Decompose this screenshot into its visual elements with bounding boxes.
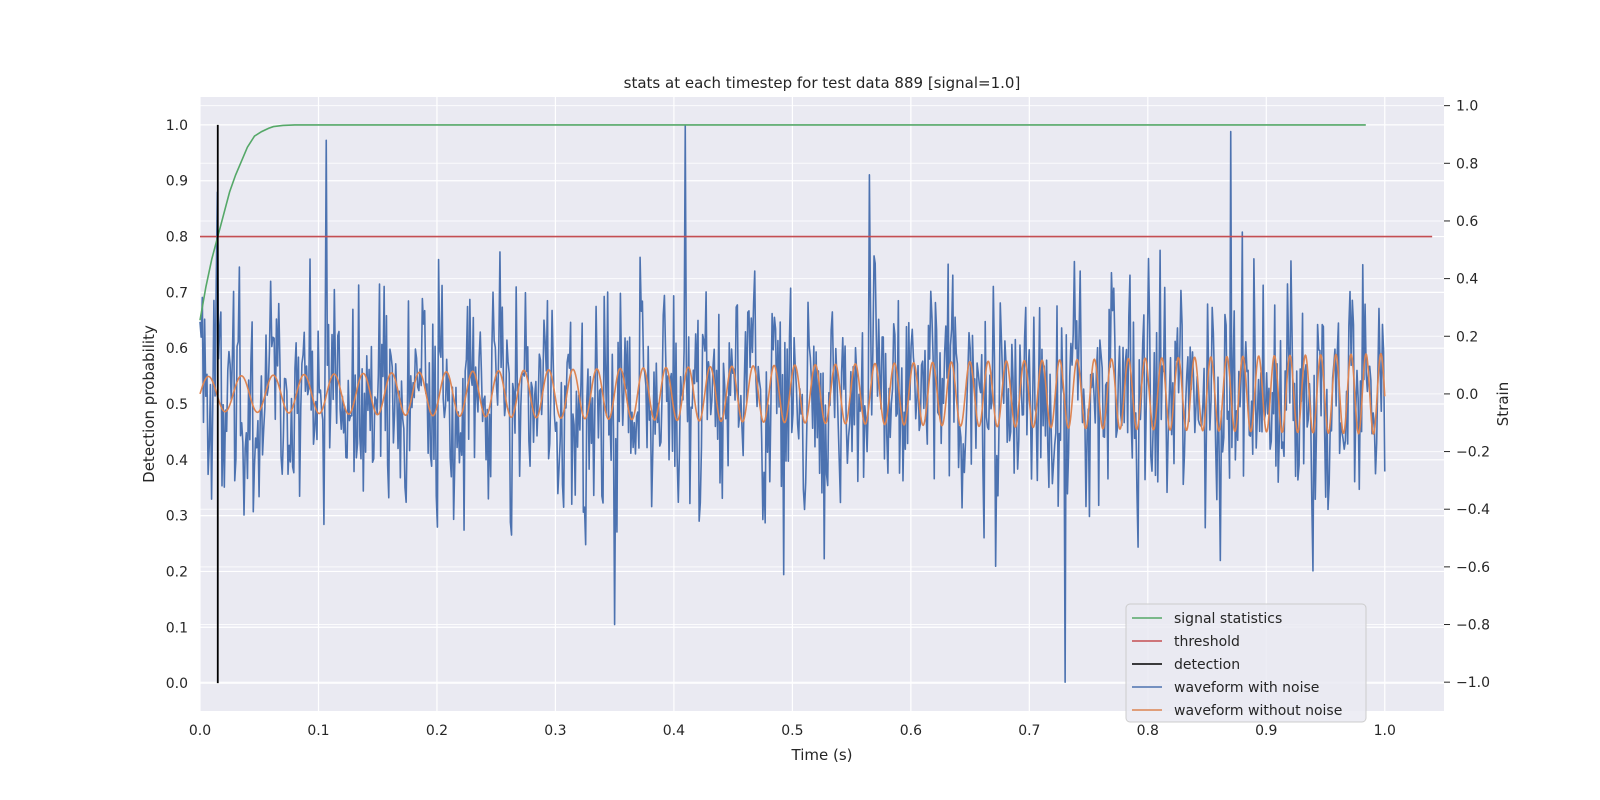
legend-label-detection: detection <box>1174 657 1240 673</box>
legend-label-signal-statistics: signal statistics <box>1174 611 1282 627</box>
y-tick-label: 0.4 <box>166 453 188 469</box>
series-waveform-without-noise <box>199 352 1386 435</box>
y2-tick-label: 0.4 <box>1456 272 1478 288</box>
x-tick-label: 0.4 <box>663 723 685 739</box>
x-axis-title: Time (s) <box>791 746 853 764</box>
y2-tick-label: −0.8 <box>1456 618 1490 634</box>
y-axis-ticks: 0.0 0.1 0.2 0.3 0.4 0.5 0.6 0.7 0.8 0.9 1.0 <box>166 118 188 692</box>
y-tick-label: 0.6 <box>166 341 188 357</box>
y2-axis-ticks: −1.0 −0.8 −0.6 −0.4 −0.2 0.0 0.2 0.4 0.6 0.8 1.0 <box>1444 99 1490 691</box>
x-tick-label: 0.8 <box>1137 723 1159 739</box>
series-waveform-with-noise <box>199 125 1386 683</box>
y-tick-label: 0.2 <box>166 564 188 580</box>
y-tick-label: 0.5 <box>166 397 188 413</box>
series-signal-statistics <box>199 124 1366 321</box>
y2-tick-label: −0.2 <box>1456 445 1490 461</box>
y-tick-label: 0.7 <box>166 285 188 301</box>
x-tick-label: 0.5 <box>781 723 803 739</box>
y2-tick-label: 1.0 <box>1456 99 1478 115</box>
x-axis-ticks: 0.0 0.1 0.2 0.3 0.4 0.5 0.6 0.7 0.8 0.9 1.0 <box>189 723 1396 739</box>
y-axis-title: Detection probability <box>140 325 158 483</box>
y2-tick-label: 0.6 <box>1456 214 1478 230</box>
y2-tick-label: 0.8 <box>1456 156 1478 172</box>
legend-label-waveform-without-noise: waveform without noise <box>1174 703 1342 719</box>
y-tick-label: 0.8 <box>166 230 188 246</box>
x-tick-label: 0.3 <box>544 723 566 739</box>
x-tick-label: 0.0 <box>189 723 211 739</box>
y-tick-label: 0.1 <box>166 620 188 636</box>
x-tick-label: 1.0 <box>1374 723 1396 739</box>
y-tick-label: 0.0 <box>166 676 188 692</box>
y2-tick-label: 0.2 <box>1456 329 1478 345</box>
y2-tick-label: −0.4 <box>1456 502 1490 518</box>
y2-axis-title: Strain <box>1494 382 1512 426</box>
y-tick-label: 0.9 <box>166 174 188 190</box>
x-tick-label: 0.6 <box>900 723 922 739</box>
legend-box <box>1125 603 1367 723</box>
y-tick-label: 1.0 <box>166 118 188 134</box>
chart-title: stats at each timestep for test data 889… <box>624 74 1021 92</box>
y2-tick-label: −0.6 <box>1456 560 1490 576</box>
y2-tick-label: −1.0 <box>1456 675 1490 691</box>
legend: signal statistics threshold detection wa… <box>1125 603 1367 723</box>
x-tick-label: 0.7 <box>1018 723 1040 739</box>
x-tick-label: 0.9 <box>1255 723 1277 739</box>
y-tick-label: 0.3 <box>166 509 188 525</box>
legend-label-threshold: threshold <box>1174 634 1240 650</box>
legend-label-waveform-with-noise: waveform with noise <box>1174 680 1319 696</box>
x-tick-label: 0.2 <box>426 723 448 739</box>
x-tick-label: 0.1 <box>307 723 329 739</box>
series-layer <box>199 124 1433 684</box>
y2-tick-label: 0.0 <box>1456 387 1478 403</box>
